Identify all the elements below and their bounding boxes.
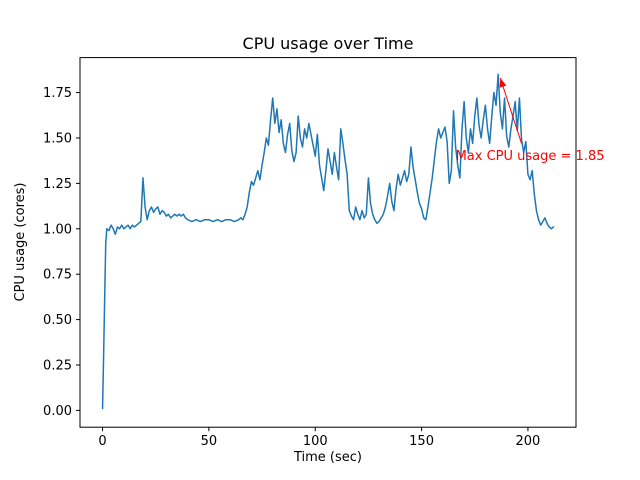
y-tick-label: 1.00 <box>43 222 72 237</box>
y-tick-label: 0.75 <box>43 268 72 283</box>
x-tick-label: 100 <box>303 434 328 449</box>
y-tick-label: 0.50 <box>43 313 72 328</box>
max-cpu-annotation-label: Max CPU usage = 1.85 <box>456 149 605 164</box>
cpu-usage-line <box>101 73 555 410</box>
annotation-arrow-line <box>499 77 523 144</box>
chart-title: CPU usage over Time <box>243 34 414 53</box>
x-tick-label: 200 <box>516 434 541 449</box>
cpu-line-layer <box>101 73 555 410</box>
y-tick-label: 1.50 <box>43 131 72 146</box>
axes-spines <box>79 57 577 428</box>
axes-layer: 0 50 100 150 200 0.00 0.25 0.50 0.75 1.00 1.25 1.50… <box>43 57 577 449</box>
y-tick-label: 0.00 <box>43 404 72 419</box>
x-tick-label: 150 <box>409 434 434 449</box>
y-tick-label: 1.75 <box>43 86 72 101</box>
y-tick-label: 0.25 <box>43 358 72 373</box>
annotation-arrow-head <box>499 78 507 88</box>
x-tick-label: 0 <box>98 434 106 449</box>
x-tick-label: 50 <box>201 434 218 449</box>
x-axis-label: Time (sec) <box>293 450 362 465</box>
y-tick-label: 1.25 <box>43 177 72 192</box>
y-axis-label: CPU usage (cores) <box>13 183 28 302</box>
